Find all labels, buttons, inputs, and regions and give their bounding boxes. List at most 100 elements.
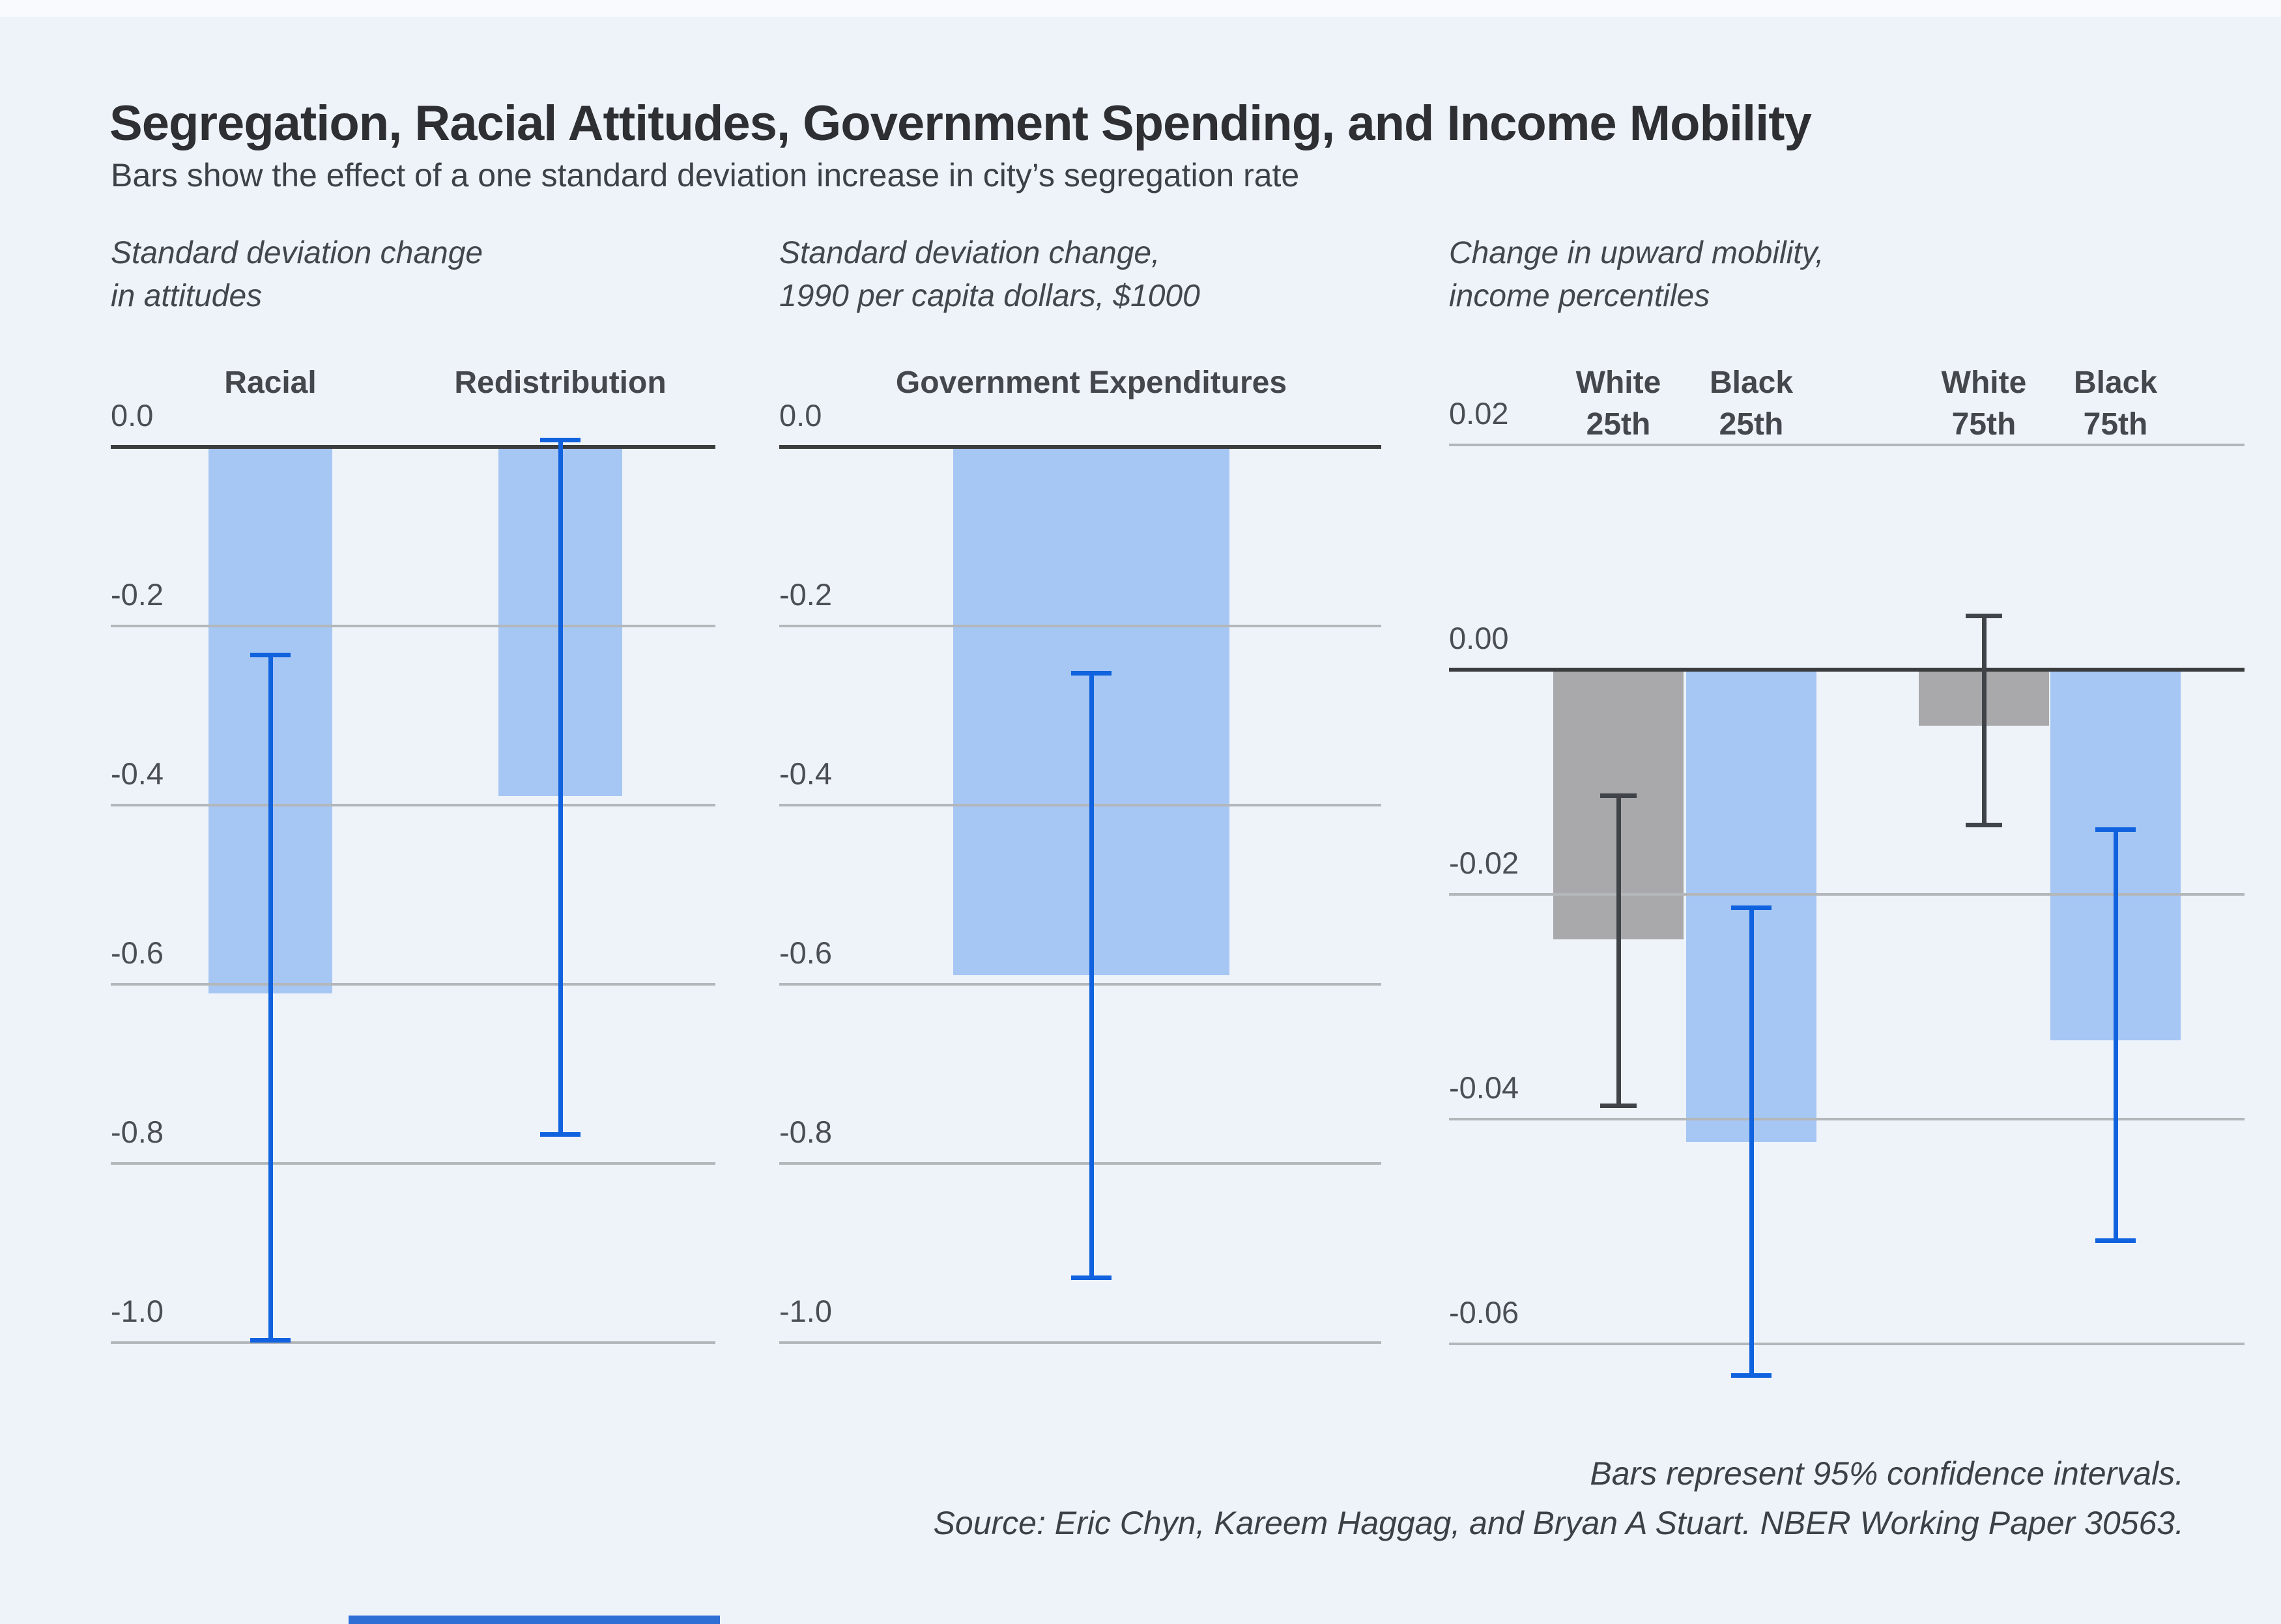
axis-tick-label: -0.04 (1449, 1070, 1519, 1105)
errorbar-stem (1749, 905, 1754, 1378)
gridline--0.6 (111, 983, 715, 986)
errorbar-black-75th (2095, 827, 2136, 1243)
panel-title-line: income percentiles (1449, 279, 1710, 313)
footnote: Bars represent 95% confidence intervals.… (934, 1449, 2184, 1548)
errorbar-top-cap (1600, 793, 1637, 798)
errorbar-bottom-cap (540, 1132, 581, 1137)
gridline--1.0 (111, 1341, 715, 1344)
errorbar-top-cap (2095, 827, 2136, 832)
gridline--0.4 (111, 804, 715, 806)
panel-title-line: Change in upward mobility, (1449, 236, 1824, 270)
axis-tick-label: -0.4 (111, 756, 164, 791)
axis-tick-label: 0.0 (111, 398, 154, 433)
errorbar-stem (1981, 613, 1987, 827)
top-margin-strip (0, 0, 2281, 17)
category-label-line: Redistribution (454, 365, 667, 400)
category-label-line: 75th (2083, 407, 2148, 442)
chart-title: Segregation, Racial Attitudes, Governmen… (109, 96, 1812, 151)
chart-subtitle: Bars show the effect of a one standard d… (111, 157, 1300, 193)
panel-title-line: 1990 per capita dollars, $1000 (779, 279, 1200, 313)
category-label-black-25th: Black 25th (1536, 362, 1966, 446)
errorbar-bottom-cap (1071, 1275, 1112, 1280)
panel-title: Standard deviation change, 1990 per capit… (779, 232, 1200, 318)
category-label-line: White (1575, 365, 1661, 400)
errorbar-white-75th (1966, 613, 2002, 827)
axis-tick-label: -0.6 (111, 935, 164, 970)
gridline-0.00 (1449, 668, 2245, 672)
axis-tick-label: -0.4 (779, 756, 832, 791)
errorbar-top-cap (250, 653, 291, 658)
axis-tick-label: -0.8 (779, 1115, 832, 1149)
panel-title-line: in attitudes (111, 279, 263, 313)
footnote-source: Source: Eric Chyn, Kareem Haggag, and Br… (933, 1505, 2184, 1541)
gridline--1.0 (779, 1341, 1381, 1344)
errorbar-bottom-cap (1731, 1373, 1772, 1378)
gridline--0.02 (1449, 893, 2245, 896)
errorbar-government-expenditures (1071, 670, 1112, 1280)
errorbar-top-cap (1071, 670, 1112, 676)
errorbar-bottom-cap (1600, 1103, 1637, 1108)
category-label-white-25th: White 25th (1403, 362, 1833, 446)
axis-tick-label: -0.2 (779, 577, 832, 612)
panel-title-line: Standard deviation change, (779, 236, 1160, 270)
axis-tick-label: -1.0 (111, 1294, 164, 1328)
gridline--0.8 (111, 1162, 715, 1165)
errorbar-redistribution (540, 438, 581, 1137)
category-label-line: 25th (1719, 407, 1784, 442)
axis-tick-label: -0.06 (1449, 1295, 1519, 1330)
panel-title: Change in upward mobility, income percent… (1449, 232, 1824, 318)
errorbar-bottom-cap (1966, 822, 2002, 827)
footnote-confidence-intervals: Bars represent 95% confidence intervals. (1590, 1455, 2184, 1492)
errorbar-stem (2113, 827, 2118, 1243)
errorbar-bottom-cap (250, 1338, 291, 1343)
axis-tick-label: 0.00 (1449, 621, 1509, 655)
errorbar-stem (1616, 793, 1621, 1108)
gridline--0.04 (1449, 1118, 2245, 1120)
gridline-0.0 (111, 445, 715, 449)
gridline--0.2 (779, 625, 1381, 627)
axis-tick-label: -0.6 (779, 935, 832, 970)
errorbar-white-25th (1600, 793, 1637, 1108)
errorbar-racial (250, 653, 291, 1343)
gridline--0.6 (779, 983, 1381, 986)
axis-tick-label: -0.02 (1449, 846, 1519, 880)
gridline--0.8 (779, 1162, 1381, 1165)
bottom-accent-bar (349, 1616, 720, 1624)
axis-tick-label: 0.02 (1449, 396, 1509, 431)
panel-title-line: Standard deviation change (111, 236, 483, 270)
axis-tick-label: -1.0 (779, 1294, 832, 1328)
category-label-line: 75th (1951, 407, 2016, 442)
axis-tick-label: -0.8 (111, 1115, 164, 1149)
category-label-racial: Racial (55, 362, 485, 404)
gridline--0.2 (111, 625, 715, 627)
axis-tick-label: -0.2 (111, 577, 164, 612)
errorbar-stem (558, 438, 563, 1137)
category-label-line: Black (2073, 365, 2158, 400)
category-label-black-75th: Black 75th (1901, 362, 2281, 446)
gridline-0.0 (779, 445, 1381, 449)
category-label-government-expenditures: Government Expenditures (876, 362, 1306, 404)
category-label-line: Racial (224, 365, 317, 400)
category-label-line: Black (1709, 365, 1794, 400)
panel-title: Standard deviation change in attitudes (111, 232, 483, 318)
errorbar-stem (268, 653, 273, 1343)
category-label-line: White (1941, 365, 2027, 400)
errorbar-stem (1089, 670, 1094, 1280)
errorbar-black-25th (1731, 905, 1772, 1378)
category-label-line: Government Expenditures (895, 365, 1287, 400)
gridline-0.02 (1449, 444, 2245, 446)
errorbar-top-cap (540, 438, 581, 443)
category-label-redistribution: Redistribution (345, 362, 775, 404)
gridline--0.4 (779, 804, 1381, 806)
axis-tick-label: 0.0 (779, 398, 822, 433)
errorbar-bottom-cap (2095, 1238, 2136, 1243)
errorbar-top-cap (1966, 613, 2002, 618)
gridline--0.06 (1449, 1343, 2245, 1345)
errorbar-top-cap (1731, 905, 1772, 911)
category-label-white-75th: White 75th (1769, 362, 2199, 446)
category-label-line: 25th (1586, 407, 1651, 442)
